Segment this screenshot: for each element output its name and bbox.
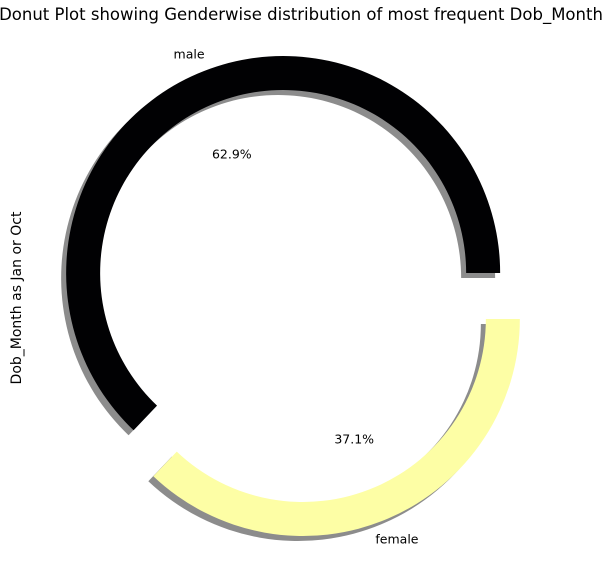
donut-slices xyxy=(66,56,520,536)
percent-label-male: 62.9% xyxy=(212,146,252,161)
slice-labels: male 62.9% female 37.1% xyxy=(174,47,419,547)
chart-title: Donut Plot showing Genderwise distributi… xyxy=(0,5,602,25)
donut-slice-male xyxy=(66,56,501,431)
slice-label-female: female xyxy=(375,531,418,546)
donut-slice-shadow-male xyxy=(61,61,496,436)
donut-slice-female xyxy=(153,318,520,536)
slice-label-male: male xyxy=(174,47,205,62)
percent-label-female: 37.1% xyxy=(334,432,374,447)
y-axis-label: Dob_Month as Jan or Oct xyxy=(9,211,25,384)
